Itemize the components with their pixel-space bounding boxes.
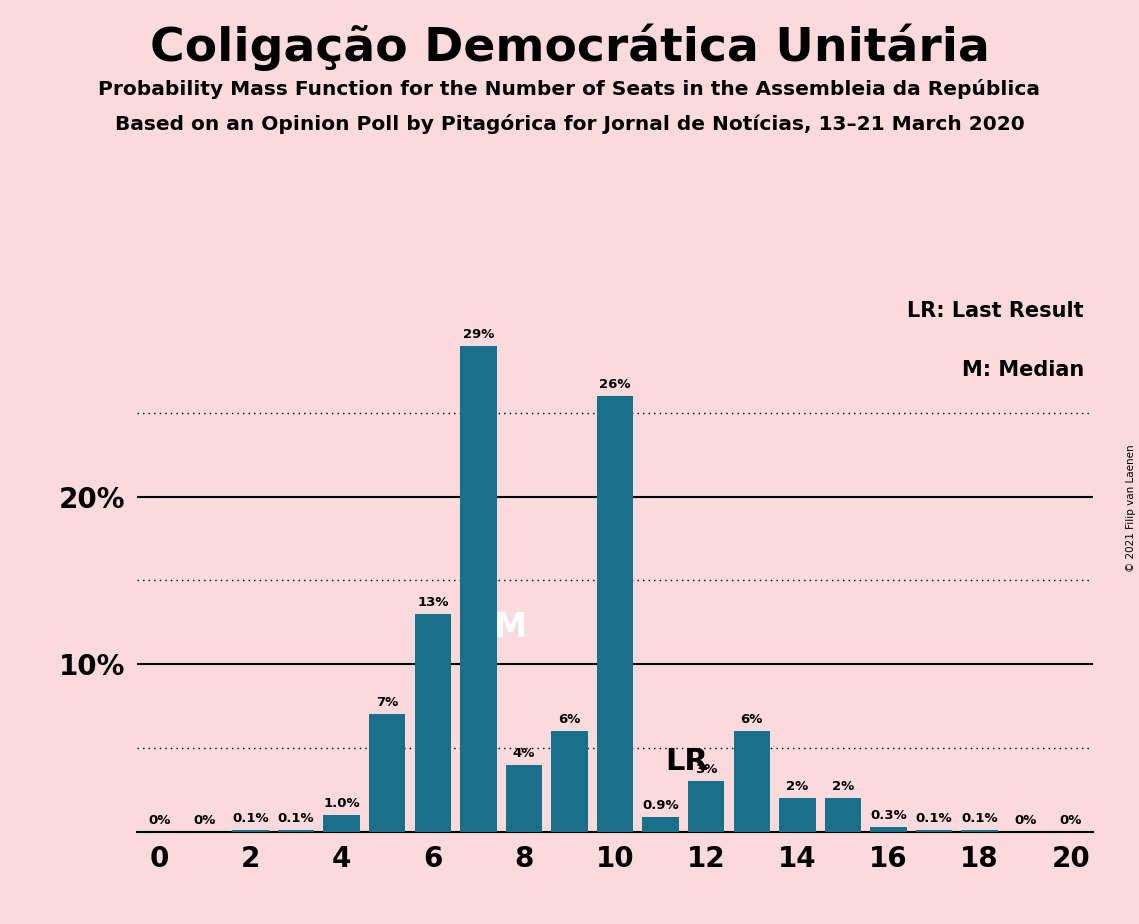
Text: 6%: 6% [558, 713, 581, 726]
Text: LR: Last Result: LR: Last Result [908, 301, 1084, 321]
Bar [870, 827, 907, 832]
Bar [734, 731, 770, 832]
Bar [825, 798, 861, 832]
Text: LR: LR [665, 748, 708, 776]
Text: M: Median: M: Median [961, 360, 1084, 380]
Text: Probability Mass Function for the Number of Seats in the Assembleia da República: Probability Mass Function for the Number… [98, 79, 1041, 99]
Bar [369, 714, 405, 832]
Bar [961, 830, 998, 832]
Bar [232, 830, 269, 832]
Text: 0.1%: 0.1% [232, 812, 269, 825]
Bar [916, 830, 952, 832]
Text: Based on an Opinion Poll by Pitagórica for Jornal de Notícias, 13–21 March 2020: Based on an Opinion Poll by Pitagórica f… [115, 114, 1024, 134]
Text: 0%: 0% [194, 813, 216, 827]
Text: Coligação Democrática Unitária: Coligação Democrática Unitária [149, 23, 990, 70]
Bar [506, 765, 542, 832]
Text: 4%: 4% [513, 747, 535, 760]
Bar [415, 614, 451, 832]
Text: 0.1%: 0.1% [916, 812, 952, 825]
Text: 0%: 0% [1014, 813, 1036, 827]
Text: 3%: 3% [695, 763, 718, 776]
Text: 0.1%: 0.1% [961, 812, 998, 825]
Text: 1.0%: 1.0% [323, 796, 360, 809]
Bar [551, 731, 588, 832]
Text: 0.3%: 0.3% [870, 808, 907, 821]
Bar [688, 782, 724, 832]
Text: 26%: 26% [599, 378, 631, 391]
Bar [642, 817, 679, 832]
Bar [460, 346, 497, 832]
Text: 0.1%: 0.1% [278, 812, 314, 825]
Bar [779, 798, 816, 832]
Text: 2%: 2% [786, 780, 809, 793]
Text: 0%: 0% [1059, 813, 1082, 827]
Bar [597, 396, 633, 832]
Text: 13%: 13% [417, 596, 449, 609]
Bar [278, 830, 314, 832]
Text: 0%: 0% [148, 813, 171, 827]
Text: 0.9%: 0.9% [642, 798, 679, 811]
Bar [323, 815, 360, 832]
Text: 7%: 7% [376, 697, 399, 710]
Text: M: M [494, 611, 527, 644]
Text: © 2021 Filip van Laenen: © 2021 Filip van Laenen [1126, 444, 1136, 572]
Text: 6%: 6% [740, 713, 763, 726]
Text: 2%: 2% [831, 780, 854, 793]
Text: 29%: 29% [462, 328, 494, 341]
